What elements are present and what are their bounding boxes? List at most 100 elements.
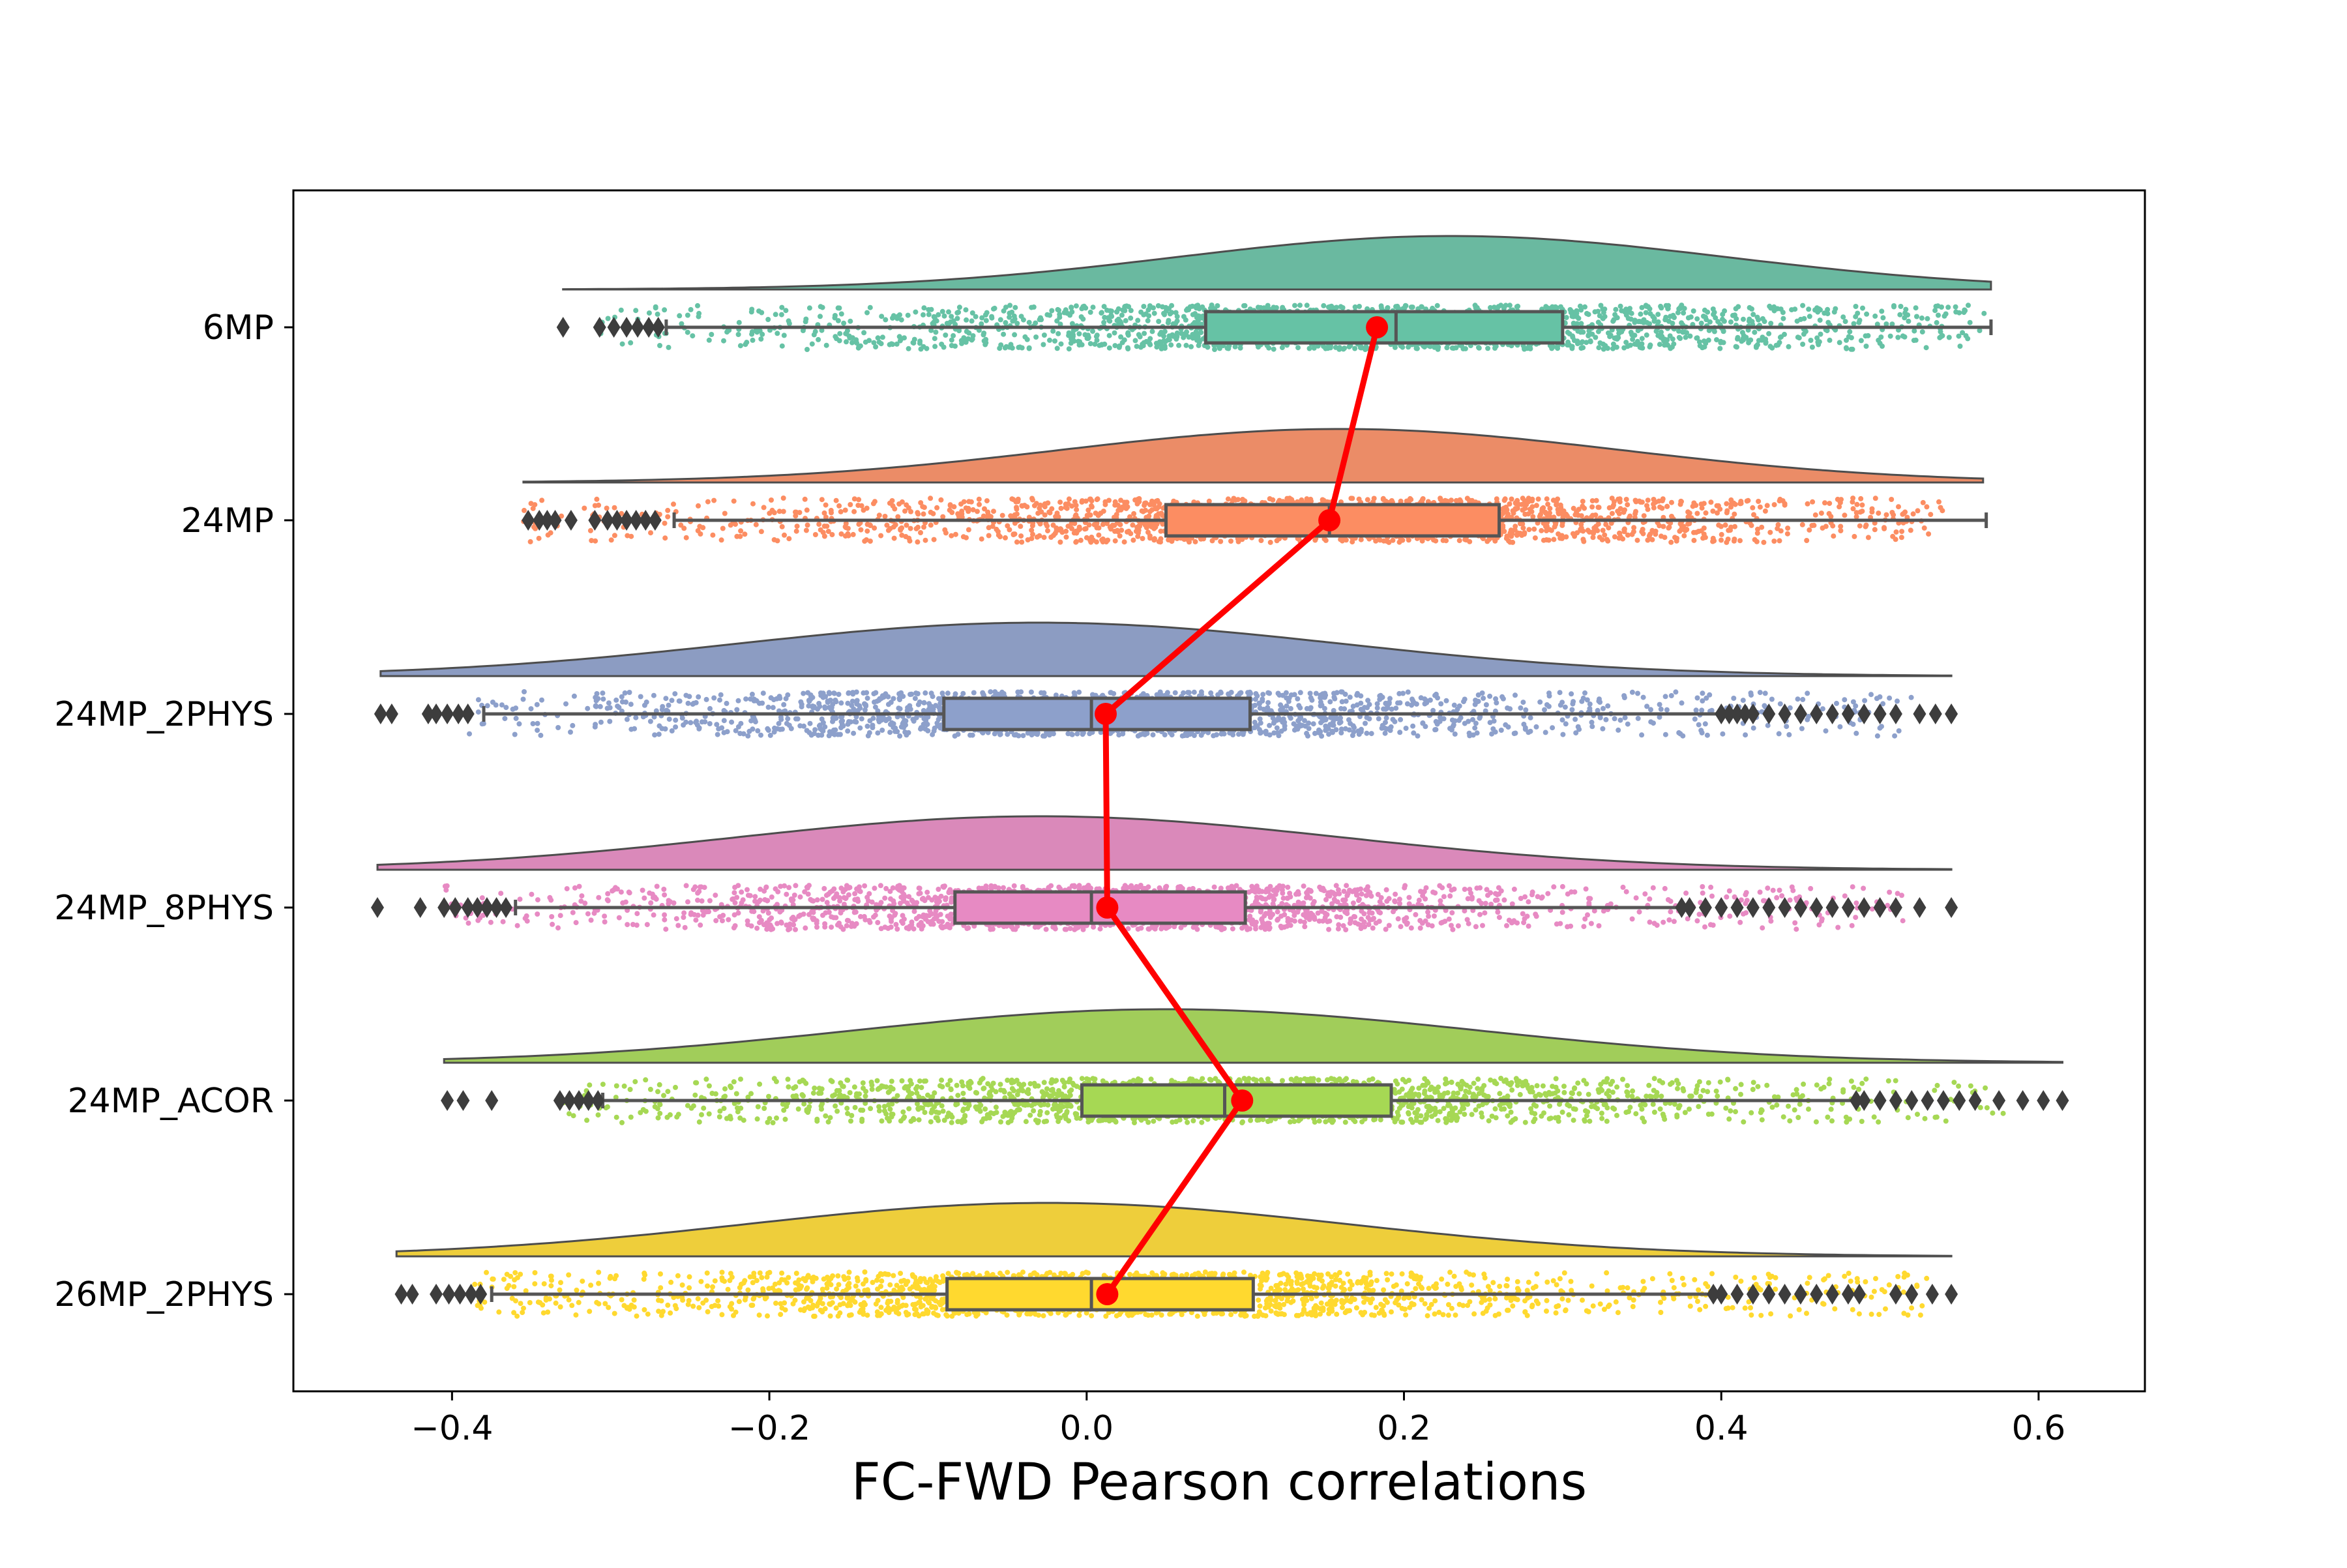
scatter-point (1505, 512, 1511, 517)
scatter-point (1797, 335, 1802, 340)
scatter-point (628, 340, 633, 346)
scatter-point (1475, 305, 1480, 310)
scatter-point (1454, 498, 1459, 503)
scatter-point (1168, 342, 1174, 348)
scatter-point (908, 692, 913, 697)
scatter-point (1078, 538, 1084, 543)
scatter-point (1559, 523, 1565, 528)
scatter-point (707, 338, 712, 343)
scatter-point (1650, 314, 1655, 319)
scatter-point (1895, 698, 1900, 703)
scatter-point (1082, 304, 1087, 309)
scatter-point (1660, 336, 1665, 341)
scatter-point (953, 532, 958, 537)
scatter-point (1140, 536, 1145, 541)
scatter-point (1042, 501, 1048, 507)
scatter-point (1563, 705, 1568, 710)
scatter-point (1109, 314, 1114, 319)
scatter-point (1677, 335, 1682, 340)
scatter-point (1819, 510, 1824, 516)
scatter-point (1660, 498, 1665, 503)
scatter-point (878, 533, 883, 539)
scatter-point (1746, 338, 1751, 344)
scatter-point (1584, 340, 1589, 345)
scatter-point (1807, 314, 1812, 319)
scatter-point (1838, 524, 1843, 529)
scatter-point (977, 497, 982, 502)
scatter-point (833, 728, 838, 733)
density-24mp-8phys (377, 816, 1951, 870)
scatter-point (1084, 499, 1089, 504)
scatter-point (648, 719, 653, 724)
scatter-point (1019, 314, 1024, 319)
scatter-point (1690, 504, 1696, 509)
scatter-point (1966, 303, 1971, 308)
scatter-point (1956, 334, 1962, 339)
scatter-point (1297, 303, 1303, 308)
scatter-point (1853, 703, 1858, 709)
scatter-point (996, 529, 1001, 534)
scatter-point (1864, 523, 1869, 528)
scatter-point (612, 505, 617, 510)
scatter-point (1055, 346, 1060, 351)
scatter-point (866, 338, 872, 343)
scatter-point (1865, 333, 1870, 338)
scatter-point (1854, 502, 1859, 507)
scatter-point (1892, 733, 1897, 739)
scatter-point (467, 732, 472, 737)
scatter-point (1658, 304, 1663, 309)
scatter-point (1853, 304, 1859, 309)
scatter-point (977, 502, 982, 507)
scatter-point (1158, 539, 1163, 544)
scatter-point (1280, 345, 1285, 350)
scatter-point (1042, 535, 1047, 540)
scatter-point (1846, 334, 1852, 339)
scatter-point (1513, 501, 1518, 506)
scatter-point (685, 313, 690, 318)
scatter-point (1556, 531, 1561, 537)
scatter-point (1088, 497, 1093, 502)
scatter-point (1351, 723, 1356, 728)
scatter-point (1076, 331, 1082, 336)
scatter-point (1920, 329, 1925, 334)
scatter-point (1147, 305, 1153, 310)
scatter-point (1602, 533, 1607, 538)
scatter-point (932, 537, 937, 542)
scatter-point (1875, 733, 1880, 739)
scatter-point (585, 706, 590, 711)
scatter-point (1593, 512, 1598, 518)
scatter-point (1704, 317, 1709, 322)
scatter-point (1494, 700, 1499, 705)
scatter-point (1128, 316, 1133, 321)
scatter-point (1755, 531, 1760, 536)
scatter-point (1618, 718, 1623, 723)
scatter-point (1601, 310, 1606, 315)
scatter-point (1810, 345, 1815, 350)
scatter-point (1544, 511, 1549, 516)
scatter-point (731, 499, 737, 504)
scatter-point (1544, 537, 1549, 542)
scatter-point (824, 343, 829, 348)
scatter-point (1523, 707, 1528, 713)
scatter-point (1874, 696, 1880, 701)
scatter-point (1720, 317, 1725, 322)
scatter-point (1844, 346, 1849, 351)
scatter-point (1589, 332, 1595, 337)
scatter-point (616, 705, 621, 710)
scatter-point (1768, 321, 1773, 326)
scatter-point (942, 527, 947, 533)
scatter-point (964, 329, 969, 334)
scatter-point (1007, 310, 1012, 316)
scatter-point (971, 333, 976, 338)
scatter-point (1582, 304, 1587, 310)
scatter-point (1799, 726, 1805, 732)
scatter-point (1550, 725, 1555, 730)
scatter-point (711, 498, 716, 503)
scatter-point (1528, 729, 1533, 734)
scatter-point (1644, 333, 1649, 338)
scatter-point (1001, 332, 1006, 337)
scatter-point (1644, 310, 1649, 316)
scatter-point (1534, 724, 1539, 730)
scatter-point (1850, 499, 1855, 505)
